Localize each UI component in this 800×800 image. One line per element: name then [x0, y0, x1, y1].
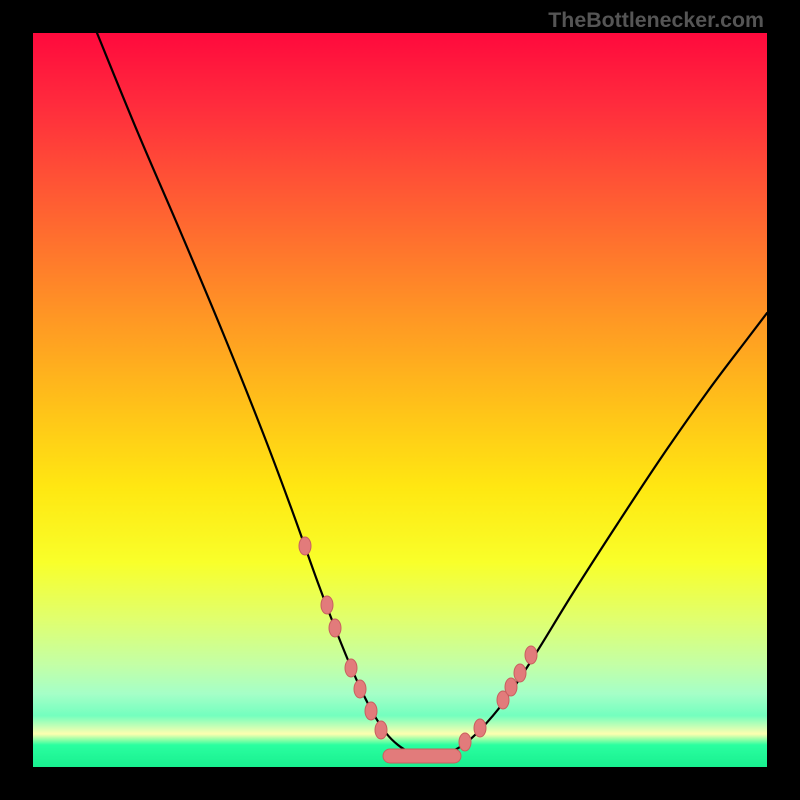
plot-area	[33, 33, 767, 767]
marker-flat-bar	[383, 749, 461, 763]
marker-left	[321, 596, 333, 614]
curve-layer	[33, 33, 767, 767]
marker-left	[354, 680, 366, 698]
watermark-text: TheBottlenecker.com	[548, 8, 764, 33]
marker-left	[375, 721, 387, 739]
marker-right	[474, 719, 486, 737]
marker-left	[345, 659, 357, 677]
marker-left	[365, 702, 377, 720]
marker-left	[329, 619, 341, 637]
chart-root: TheBottlenecker.com	[0, 0, 800, 800]
marker-right	[505, 678, 517, 696]
marker-left	[299, 537, 311, 555]
curve-left	[97, 33, 423, 757]
marker-right	[459, 733, 471, 751]
marker-right	[514, 664, 526, 682]
curve-right	[433, 313, 767, 757]
marker-right	[525, 646, 537, 664]
